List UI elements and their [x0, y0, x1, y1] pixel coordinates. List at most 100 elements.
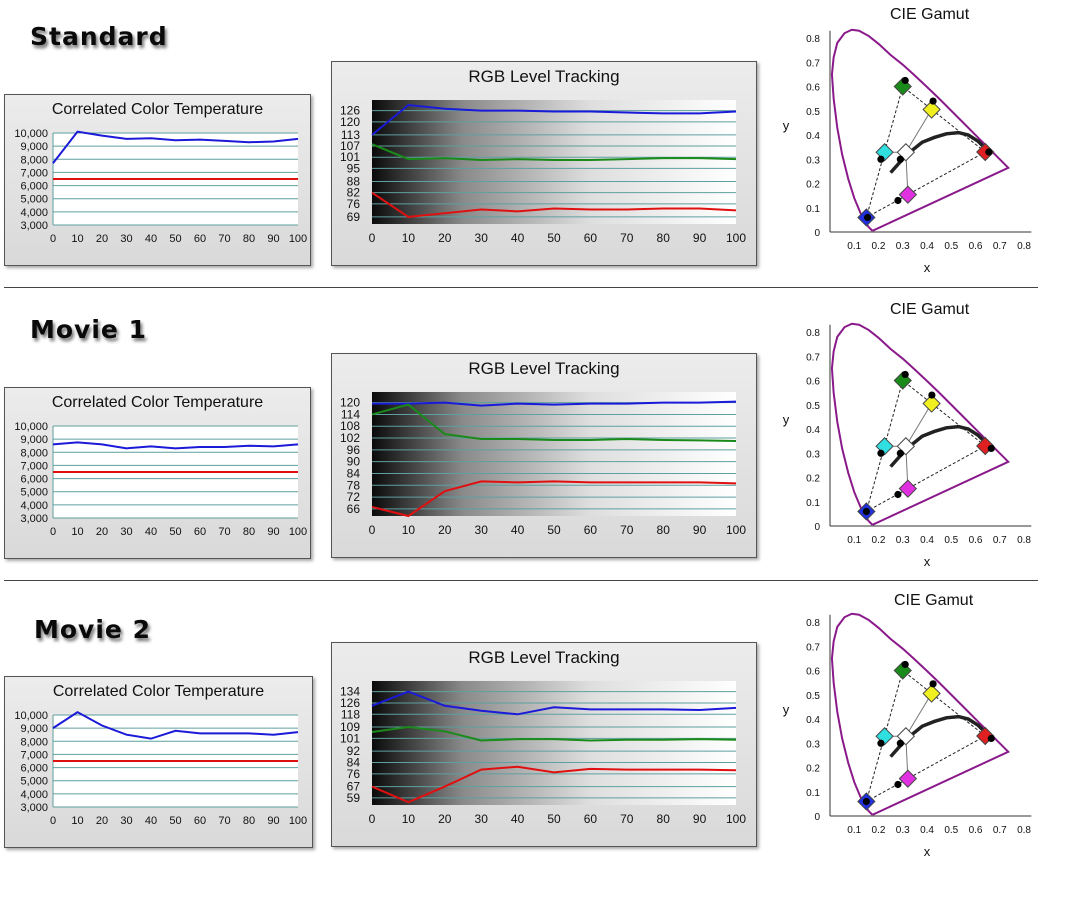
reference-gamut [865, 85, 987, 219]
y-tick-label: 92 [347, 744, 361, 758]
y-tick-label: 114 [341, 407, 360, 421]
measured-line [52, 710, 299, 740]
y-tick-label: 0.5 [806, 401, 820, 412]
x-tick-label: 60 [584, 523, 598, 537]
x-tick-label: 0 [369, 523, 376, 537]
gamut-title: CIE Gamut [890, 301, 970, 318]
y-tick-label: 3,000 [20, 220, 48, 232]
x-tick-label: 20 [438, 231, 452, 245]
y-tick-label: 0.3 [806, 739, 820, 750]
x-tick-label: 0.8 [1017, 241, 1031, 252]
section-title: Movie 2 [34, 615, 151, 644]
x-tick-label: 90 [267, 233, 279, 245]
secondary-line [905, 693, 933, 737]
y-tick-label: 96 [347, 443, 361, 457]
x-tick-label: 80 [243, 815, 255, 827]
x-tick-label: 0.3 [896, 825, 910, 836]
gamut-panel: CIE Gamut 0 0.1 0.2 0.3 0.4 0.5 0.6 0.7 0.8 0.1 0.… [778, 298, 1048, 576]
measured-point-red [987, 734, 995, 743]
spectral-locus [830, 612, 1010, 816]
y-tick-label: 67 [347, 780, 361, 794]
x-tick-label: 90 [267, 526, 279, 538]
x-tick-label: 20 [96, 233, 108, 245]
measured-point-blue [862, 507, 870, 516]
y-tick-label: 0 [814, 228, 820, 239]
cct-title: Correlated Color Temperature [51, 394, 264, 411]
x-tick-label: 90 [693, 231, 707, 245]
y-axis-label: y [783, 412, 790, 427]
measured-point-red [985, 148, 993, 156]
x-tick-label: 30 [475, 231, 489, 245]
y-tick-label: 0.4 [806, 715, 820, 726]
y-tick-label: 82 [347, 186, 361, 200]
series-line-1 [371, 143, 737, 162]
x-tick-label: 0.3 [896, 241, 910, 252]
y-tick-label: 0.6 [806, 377, 820, 388]
y-axis-label: y [783, 118, 790, 133]
y-tick-label: 126 [340, 104, 360, 118]
x-tick-label: 0.7 [993, 535, 1007, 546]
x-tick-label: 60 [584, 812, 598, 826]
x-tick-label: 40 [511, 812, 525, 826]
x-tick-label: 0.6 [969, 241, 983, 252]
x-tick-label: 40 [511, 523, 525, 537]
y-tick-label: 5,000 [20, 487, 48, 499]
measured-point-blue [862, 797, 870, 806]
y-tick-label: 10,000 [14, 128, 48, 140]
y-tick-label: 66 [347, 502, 361, 516]
y-tick-label: 107 [340, 139, 360, 153]
measured-point-yellow [929, 97, 937, 105]
x-tick-label: 0 [50, 233, 56, 245]
x-tick-label: 10 [402, 523, 416, 537]
x-tick-label: 10 [402, 231, 416, 245]
x-tick-label: 10 [71, 526, 83, 538]
x-axis-label: x [924, 844, 931, 859]
secondary-line [905, 109, 933, 153]
y-tick-label: 6,000 [20, 474, 48, 486]
x-tick-label: 100 [289, 815, 307, 827]
section-divider [4, 287, 1038, 288]
y-tick-label: 0.6 [806, 667, 820, 678]
spectral-locus [830, 322, 1010, 526]
y-tick-label: 84 [347, 466, 361, 480]
x-tick-label: 30 [475, 523, 489, 537]
x-tick-label: 0.4 [920, 825, 934, 836]
x-tick-label: 70 [218, 526, 230, 538]
y-tick-label: 7,000 [20, 460, 48, 472]
x-tick-label: 0.8 [1017, 825, 1031, 836]
x-tick-label: 10 [402, 812, 416, 826]
y-tick-label: 0.3 [806, 449, 820, 460]
measured-point-yellow [928, 391, 936, 399]
x-tick-label: 0.2 [872, 241, 886, 252]
series-line-1 [371, 726, 737, 742]
x-tick-label: 10 [71, 815, 83, 827]
x-tick-label: 50 [169, 526, 181, 538]
x-tick-label: 0.2 [872, 535, 886, 546]
x-tick-label: 80 [657, 231, 671, 245]
y-tick-label: 0.1 [806, 204, 820, 215]
reference-marker-yellow [922, 684, 941, 703]
y-tick-label: 9,000 [20, 141, 48, 153]
series-line-1 [371, 403, 737, 443]
y-tick-label: 3,000 [20, 802, 48, 814]
x-tick-label: 0.4 [920, 535, 934, 546]
y-tick-label: 76 [347, 767, 361, 781]
y-tick-label: 113 [341, 128, 360, 142]
x-tick-label: 50 [547, 812, 561, 826]
y-tick-label: 8,000 [20, 736, 48, 748]
cct-panel: Correlated Color Temperature 3,000 4,000 5… [4, 94, 311, 266]
reference-gamut [865, 669, 987, 803]
rgb-title: RGB Level Tracking [468, 359, 620, 378]
y-tick-label: 0.2 [806, 474, 820, 485]
x-tick-label: 60 [194, 815, 206, 827]
reference-marker-magenta [898, 479, 918, 498]
measured-point-magenta [894, 490, 902, 499]
series-line-0 [371, 690, 737, 716]
x-tick-label: 100 [726, 523, 746, 537]
measured-point-white [896, 449, 904, 457]
x-tick-label: 80 [657, 812, 671, 826]
x-tick-label: 50 [547, 231, 561, 245]
x-tick-label: 100 [289, 526, 307, 538]
measured-point-cyan [877, 739, 885, 747]
